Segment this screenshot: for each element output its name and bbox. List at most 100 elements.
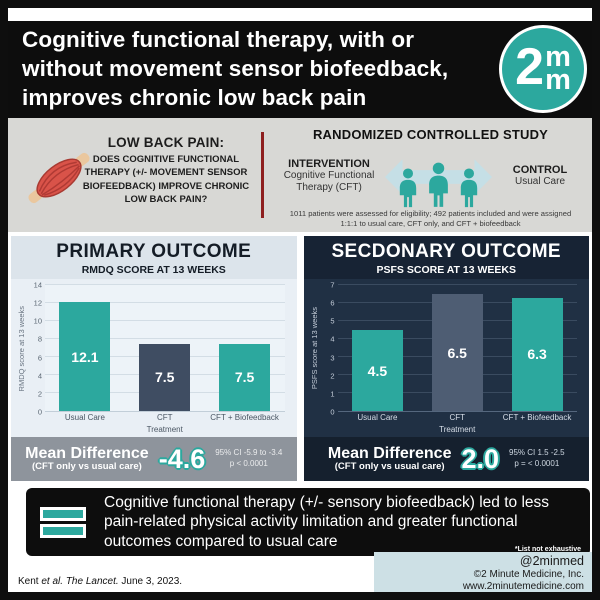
design-heading: RANDOMIZED CONTROLLED STUDY [312,127,549,142]
list-icon-bar [40,506,86,521]
mean-difference-stats: 95% CI -5.9 to -3.4 p < 0.0001 [215,448,282,470]
bar-cft-biofeedback: 7.5 [219,343,271,411]
mean-difference-label: Mean Difference (CFT only vs usual care) [25,444,149,473]
mean-difference-value: 2.0 [461,443,500,474]
y-tick-label: 4 [37,371,42,381]
muscle-icon [28,152,90,204]
website-url: www.2minutemedicine.com [462,580,584,592]
title-band: Cognitive functional therapy, with or wi… [8,21,592,118]
gridline [45,320,285,321]
control-arm: CONTROL Usual Care [492,164,588,189]
logo-m-bottom: m [545,64,571,96]
gridline [337,284,577,285]
x-tick-label: CFT + Biofeedback [210,413,279,422]
x-tick-label: CFT [156,413,173,422]
primary-outcome-subtitle: RMDQ SCORE AT 13 WEEKS [81,264,226,276]
logo-m-top: m [545,41,571,74]
bar-column: 7.5 [125,285,205,411]
y-axis-ticks: 0 1 2 3 4 5 6 7 [321,281,338,417]
x-tick-labels: Usual Care CFT CFT + Biofeedback [304,412,590,425]
y-tick-label: 6 [330,298,335,308]
x-axis-label: Treatment [146,425,183,434]
y-tick-label: 0 [37,407,42,417]
bar-cft: 7.5 [139,343,191,411]
citation-journal: The Lancet. [65,576,119,587]
citation-date: June 3, 2023. [121,576,183,587]
infographic-inner: Cognitive functional therapy, with or wi… [8,8,592,592]
primary-outcome-panel: PRIMARY OUTCOME RMDQ SCORE AT 13 WEEKS R… [11,236,297,481]
bars: 12.1 7.5 7.5 [45,285,285,411]
x-tick-label: CFT + Biofeedback [502,413,572,422]
control-label: CONTROL [512,163,568,176]
plot-area: 12.1 7.5 7.5 [45,284,285,412]
question-text: DOES COGNITIVE FUNCTIONAL THERAPY (+/- M… [82,154,250,206]
social-handle: @2minmed [519,554,584,568]
study-question: LOW BACK PAIN: DOES COGNITIVE FUNCTIONAL… [78,118,254,232]
secondary-outcome-header: SECDONARY OUTCOME PSFS SCORE AT 13 WEEKS [303,236,589,279]
conclusion-text: Cognitive functional therapy (+/- sensor… [104,494,550,550]
mean-difference-label: Mean Difference (CFT only vs usual care) [327,444,452,473]
x-tick-label: CFT [449,413,466,422]
y-tick-label: 8 [37,334,42,344]
list-icon-bar [40,523,86,538]
bar-value-label: 7.5 [234,369,255,386]
study-arms-row: INTERVENTION Cognitive Functional Therap… [273,144,588,208]
secondary-outcome-subtitle: PSFS SCORE AT 13 WEEKS [376,264,516,276]
bars: 4.5 6.5 6.3 [338,285,578,411]
person-icon [429,162,448,207]
confidence-interval: 95% CI 1.5 -2.5 [509,448,565,458]
question-heading: LOW BACK PAIN: [107,135,225,150]
y-axis-label: RMDQ score at 13 weeks [17,305,26,392]
study-design: RANDOMIZED CONTROLLED STUDY INTERVENTION… [273,118,588,232]
bar-column: 6.3 [497,285,577,411]
charts-row: PRIMARY OUTCOME RMDQ SCORE AT 13 WEEKS R… [8,232,592,486]
mean-difference-stats: 95% CI 1.5 -2.5 p = < 0.0001 [509,448,565,470]
x-tick-labels: Usual Care CFT CFT + Biofeedback [11,412,297,425]
y-tick-label: 1 [330,389,335,399]
y-tick-label: 4 [330,334,335,344]
intervention-label: INTERVENTION [288,157,370,170]
bar-column: 6.5 [417,285,497,411]
secondary-chart: PSFS score at 13 weeks 0 1 2 3 4 5 6 7 4.5 6.5 6.… [304,279,590,417]
bar-column: 12.1 [45,285,125,411]
control-desc: Usual Care [514,175,566,187]
y-tick-label: 6 [37,353,42,363]
y-tick-label: 2 [37,389,42,399]
confidence-interval: 95% CI -5.9 to -3.4 [215,448,283,458]
bar-cft: 6.5 [431,294,483,411]
p-value: p < 0.0001 [229,459,268,468]
company-name: ©2 Minute Medicine, Inc. [473,568,584,580]
y-tick-label: 14 [33,280,42,290]
2mm-logo: 2 m m [499,25,587,113]
primary-outcome-header: PRIMARY OUTCOME RMDQ SCORE AT 13 WEEKS [11,236,297,279]
intervention-desc: Cognitive Functional Therapy (CFT) [283,169,375,194]
primary-mean-difference-bar: Mean Difference (CFT only vs usual care)… [11,437,297,481]
randomization-arrow-zone [385,144,492,208]
bar-usual-care: 12.1 [59,302,111,411]
mean-difference-value: -4.6 [158,443,206,474]
conclusion-footnote: *List not exhaustive [514,546,581,553]
conclusion-box: Cognitive functional therapy (+/- sensor… [26,488,590,556]
citation: Kent et al. The Lancet. June 3, 2023. [18,576,182,587]
y-tick-label: 3 [330,353,335,363]
p-value: p = < 0.0001 [514,459,560,468]
intervention-arm: INTERVENTION Cognitive Functional Therap… [273,158,385,195]
bar-column: 7.5 [205,285,285,411]
y-tick-label: 5 [330,316,335,326]
secondary-outcome-title: SECDONARY OUTCOME [331,241,562,262]
primary-chart: RMDQ score at 13 weeks 0 2 4 6 8 10 12 14 12.1 7… [11,279,297,417]
y-tick-label: 12 [33,298,42,308]
y-tick-label: 2 [330,371,335,381]
publisher-box: @2minmed ©2 Minute Medicine, Inc. www.2m… [374,552,592,592]
footer-strip: Kent et al. The Lancet. June 3, 2023. @2… [8,552,592,592]
logo-m-stack: m m [545,41,571,96]
y-tick-label: 10 [33,316,42,326]
bar-value-label: 12.1 [71,348,99,365]
enrollment-note: 1011 patients were assessed for eligibil… [289,209,572,229]
plot-area: 4.5 6.5 6.3 [337,284,578,412]
conclusion-band: Cognitive functional therapy (+/- sensor… [8,486,592,558]
gridline [45,284,285,285]
list-icon [40,504,92,541]
person-icon [399,168,417,208]
